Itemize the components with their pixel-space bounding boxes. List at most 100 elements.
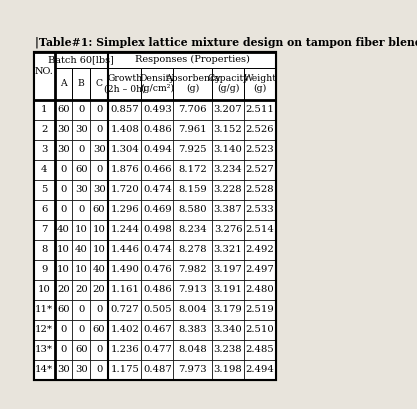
Bar	[212, 319, 244, 339]
Bar	[34, 319, 55, 339]
Bar	[55, 339, 73, 360]
Text: 0.493: 0.493	[143, 105, 172, 114]
Text: 2.514: 2.514	[246, 225, 274, 234]
Text: 8.159: 8.159	[178, 185, 207, 194]
Text: 40: 40	[75, 245, 88, 254]
Bar	[173, 299, 212, 319]
Text: 60: 60	[93, 205, 106, 214]
Bar	[244, 160, 276, 180]
Text: Batch 60[lbs]: Batch 60[lbs]	[48, 55, 114, 64]
Text: 7.913: 7.913	[178, 285, 207, 294]
Text: 3.207: 3.207	[214, 105, 242, 114]
Text: 3.191: 3.191	[214, 285, 242, 294]
Text: 0.498: 0.498	[143, 225, 172, 234]
Bar	[244, 139, 276, 160]
Bar	[173, 180, 212, 200]
Text: 1.244: 1.244	[110, 225, 139, 234]
Bar	[55, 299, 73, 319]
Text: 3.198: 3.198	[214, 365, 242, 374]
Text: 8.004: 8.004	[178, 305, 207, 314]
Bar	[212, 160, 244, 180]
Bar	[34, 240, 55, 259]
Bar	[55, 67, 73, 99]
Bar	[141, 360, 173, 380]
Text: 12*: 12*	[35, 325, 53, 334]
Bar	[212, 240, 244, 259]
Bar	[90, 139, 108, 160]
Bar	[244, 99, 276, 119]
Bar	[244, 319, 276, 339]
Bar	[173, 240, 212, 259]
Bar	[212, 67, 244, 99]
Bar	[244, 279, 276, 299]
Text: 10: 10	[75, 265, 88, 274]
Text: 0: 0	[96, 165, 102, 174]
Bar	[34, 279, 55, 299]
Text: 30: 30	[75, 185, 88, 194]
Text: 3.340: 3.340	[214, 325, 242, 334]
Text: 2.480: 2.480	[246, 285, 274, 294]
Text: 1.490: 1.490	[111, 265, 139, 274]
Bar	[34, 220, 55, 240]
Bar	[141, 160, 173, 180]
Text: 30: 30	[57, 145, 70, 154]
Bar	[173, 339, 212, 360]
Bar	[141, 279, 173, 299]
Text: 0: 0	[78, 145, 85, 154]
Bar	[141, 339, 173, 360]
Bar	[34, 200, 55, 220]
Bar	[55, 52, 108, 67]
Text: 7.961: 7.961	[178, 125, 207, 134]
Text: 0: 0	[78, 325, 85, 334]
Bar	[244, 119, 276, 139]
Bar	[55, 139, 73, 160]
Bar	[90, 279, 108, 299]
Text: 0: 0	[96, 305, 102, 314]
Bar	[244, 259, 276, 279]
Bar	[73, 240, 90, 259]
Text: 10: 10	[75, 225, 88, 234]
Text: 1.236: 1.236	[111, 345, 139, 354]
Bar	[173, 360, 212, 380]
Text: 20: 20	[75, 285, 88, 294]
Text: 2.494: 2.494	[246, 365, 274, 374]
Text: 0.486: 0.486	[143, 125, 172, 134]
Text: 7.982: 7.982	[178, 265, 207, 274]
Bar	[73, 259, 90, 279]
Bar	[141, 99, 173, 119]
Text: 8: 8	[41, 245, 48, 254]
Text: 1.876: 1.876	[111, 165, 139, 174]
Bar	[34, 360, 55, 380]
Bar	[90, 220, 108, 240]
Bar	[212, 99, 244, 119]
Bar	[212, 339, 244, 360]
Text: 7.973: 7.973	[178, 365, 207, 374]
Bar	[73, 279, 90, 299]
Bar	[173, 160, 212, 180]
Bar	[55, 319, 73, 339]
Text: 30: 30	[57, 125, 70, 134]
Bar	[34, 259, 55, 279]
Text: 0: 0	[60, 325, 67, 334]
Text: 3.387: 3.387	[214, 205, 242, 214]
Text: 0: 0	[60, 185, 67, 194]
Text: 10: 10	[93, 245, 106, 254]
Text: 0.467: 0.467	[143, 325, 172, 334]
Text: Absorbency
(g): Absorbency (g)	[165, 74, 221, 93]
Text: 60: 60	[93, 325, 106, 334]
Text: 0.494: 0.494	[143, 145, 172, 154]
Bar	[55, 240, 73, 259]
Text: B: B	[78, 79, 85, 88]
Text: 1.446: 1.446	[111, 245, 139, 254]
Text: 60: 60	[75, 165, 88, 174]
Bar	[55, 360, 73, 380]
Text: 2.526: 2.526	[246, 125, 274, 134]
Bar	[173, 319, 212, 339]
Bar	[108, 360, 141, 380]
Text: 7: 7	[41, 225, 48, 234]
Bar	[108, 119, 141, 139]
Bar	[73, 299, 90, 319]
Text: 13*: 13*	[35, 345, 53, 354]
Text: 2.519: 2.519	[246, 305, 274, 314]
Text: 40: 40	[57, 225, 70, 234]
